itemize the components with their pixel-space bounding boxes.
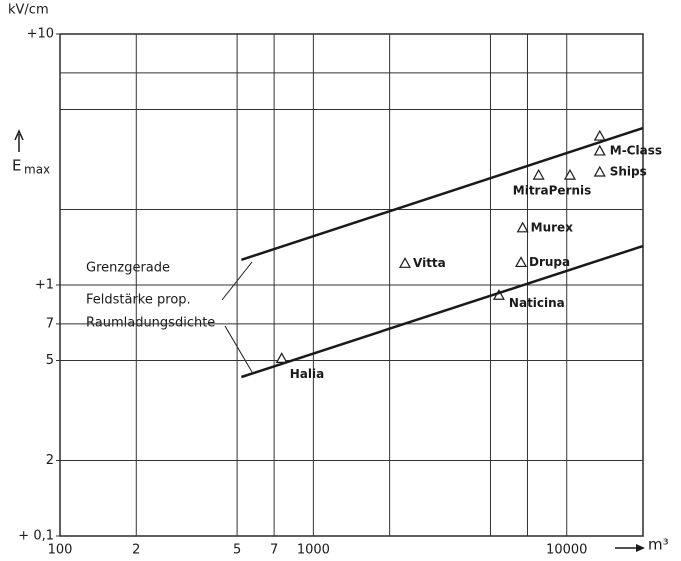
annotation: Feldstärke prop. <box>86 293 191 308</box>
triangle-marker <box>532 168 545 180</box>
point-label: M-Class <box>610 143 662 157</box>
triangle-marker <box>516 221 529 233</box>
y-tick-label: 5 <box>46 353 54 368</box>
point-label: Mitra <box>513 184 549 198</box>
y-tick-label: + 0,1 <box>18 529 54 544</box>
y-tick-label: +10 <box>27 27 54 42</box>
y-arrow-head <box>14 129 24 141</box>
point-label: Halia <box>290 367 324 381</box>
x-tick-label: 5 <box>233 543 241 558</box>
point-label: Ships <box>610 164 647 178</box>
triangle-marker <box>593 144 606 156</box>
x-arrow-head <box>636 544 645 552</box>
point-label: Murex <box>531 220 574 234</box>
y-tick-label: 7 <box>46 316 54 331</box>
triangle-marker <box>514 256 528 268</box>
point-label: Pernis <box>549 184 592 198</box>
x-label: m³ <box>648 536 669 554</box>
annotation: Raumladungsdichte <box>86 316 215 331</box>
x-tick-label: 7 <box>270 543 278 558</box>
y-label-sub: max <box>24 163 50 177</box>
annotation: Grenzgerade <box>86 261 170 276</box>
triangle-marker <box>593 165 606 177</box>
triangle-marker <box>593 129 606 141</box>
triangle-marker <box>275 352 288 363</box>
triangle-marker <box>563 168 577 180</box>
x-tick-label: 10000 <box>546 543 587 558</box>
triangle-marker <box>398 257 412 268</box>
limit-line <box>241 244 644 379</box>
y-unit: kV/cm <box>8 3 49 18</box>
y-tick-label: +1 <box>35 278 54 293</box>
y-label: E <box>12 157 21 175</box>
x-tick-label: 1000 <box>297 543 330 558</box>
point-label: Vitta <box>413 256 446 270</box>
x-tick-label: 2 <box>132 543 140 558</box>
x-tick-label: 100 <box>48 543 73 558</box>
point-label: Drupa <box>529 255 570 269</box>
y-tick-label: 2 <box>46 453 54 468</box>
limit-line <box>241 126 644 261</box>
point-label: Naticina <box>509 296 565 310</box>
leader-line <box>224 325 253 373</box>
